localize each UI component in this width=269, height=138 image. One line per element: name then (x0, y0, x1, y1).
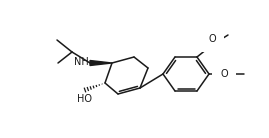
Text: HO: HO (76, 94, 91, 104)
Polygon shape (90, 60, 112, 66)
Text: O: O (208, 34, 216, 44)
Text: O: O (220, 69, 228, 79)
Text: NH: NH (74, 57, 89, 67)
